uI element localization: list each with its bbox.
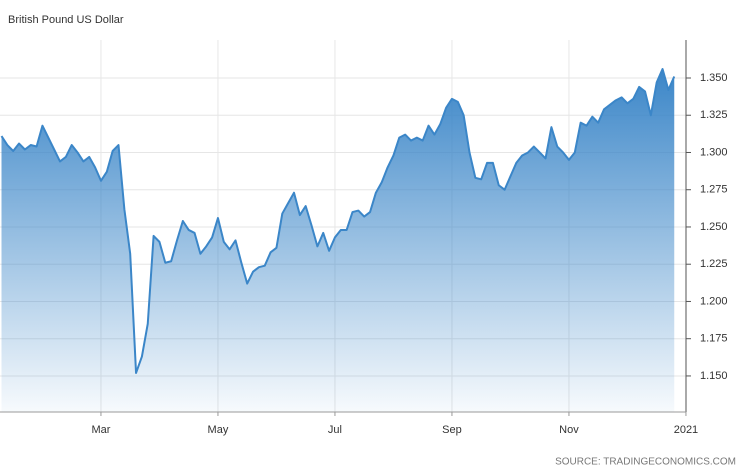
y-tick-label: 1.250 <box>700 221 728 233</box>
plot <box>0 68 676 413</box>
chart-title: British Pound US Dollar <box>8 14 124 26</box>
x-tick-label: Jul <box>328 424 342 436</box>
line <box>0 68 676 374</box>
y-tick-label: 1.175 <box>700 333 728 345</box>
x-tick-label: Mar <box>91 424 110 436</box>
y-tick-label: 1.350 <box>700 72 728 84</box>
y-tick-label: 1.225 <box>700 258 728 270</box>
x-tick-label: Nov <box>559 424 579 436</box>
area-fill <box>1 69 675 413</box>
x-tick-label: 2021 <box>674 424 698 436</box>
x-tick-label: May <box>208 424 229 436</box>
y-tick-label: 1.325 <box>700 109 728 121</box>
y-tick-label: 1.200 <box>700 295 728 307</box>
y-tick-label: 1.275 <box>700 184 728 196</box>
y-tick-label: 1.300 <box>700 146 728 158</box>
source: SOURCE: TRADINGECONOMICS.COM <box>555 457 736 468</box>
x-tick-label: Sep <box>442 424 462 436</box>
y-tick-label: 1.150 <box>700 370 728 382</box>
